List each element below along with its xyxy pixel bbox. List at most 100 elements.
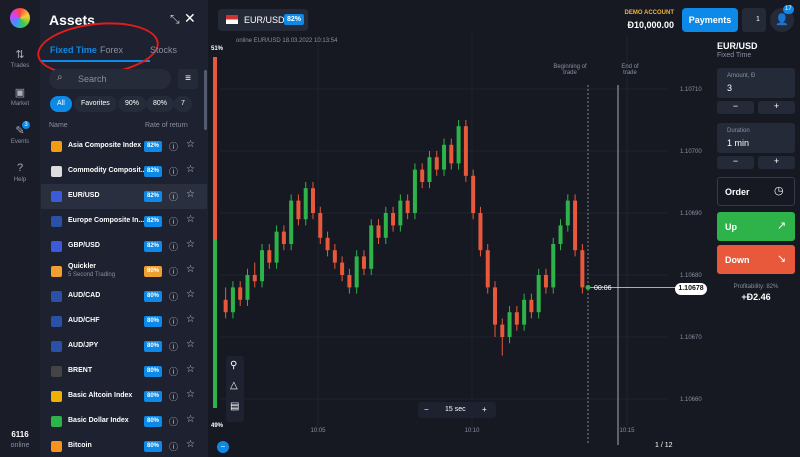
chart-info: online EUR/USD 18.03.2022 10:13:54 — [236, 38, 338, 44]
nav-label[interactable]: Market — [10, 101, 30, 107]
filter-chip[interactable]: 80% — [146, 96, 175, 112]
favorite-icon[interactable]: ☆ — [186, 189, 195, 200]
sort-button[interactable]: ≡ — [178, 69, 198, 89]
close-icon[interactable]: ✕ — [184, 10, 196, 26]
nav-icon[interactable]: ? — [16, 162, 24, 174]
amount-field[interactable]: Amount, Đ 3 — [717, 68, 795, 98]
asset-tab[interactable]: Forex — [100, 45, 124, 55]
info-icon[interactable]: ⓘ — [169, 392, 179, 402]
order-button[interactable]: Order ◷ — [717, 177, 795, 206]
up-button[interactable]: Up ↗ — [717, 212, 795, 241]
favorite-icon[interactable]: ☆ — [186, 339, 195, 350]
info-icon[interactable]: ⓘ — [169, 242, 179, 252]
asset-tab[interactable]: Fixed Time — [50, 45, 97, 55]
asset-row[interactable]: BRENT 80% ⓘ ☆ — [41, 359, 207, 384]
zoom-out[interactable]: − — [424, 405, 429, 414]
asset-row[interactable]: Asia Composite Index 82% ⓘ ☆ — [41, 134, 207, 159]
chart-type-tool[interactable]: ▤ — [230, 401, 240, 412]
asset-row[interactable]: Commodity Composit... 82% ⓘ ☆ — [41, 159, 207, 184]
asset-rate: 82% — [144, 141, 162, 152]
info-icon[interactable]: ⓘ — [169, 417, 179, 427]
asset-row[interactable]: Europe Composite In... 82% ⓘ ☆ — [41, 209, 207, 234]
search-box[interactable]: ⌕ Search — [49, 69, 171, 89]
favorite-icon[interactable]: ☆ — [186, 264, 195, 275]
up-label: Up — [725, 222, 737, 232]
nav-label[interactable]: Help — [13, 177, 27, 183]
amount-plus[interactable]: + — [758, 101, 795, 114]
asset-row[interactable]: GBP/USD 82% ⓘ ☆ — [41, 234, 207, 259]
asset-tab[interactable]: Stocks — [150, 45, 178, 55]
asset-row[interactable]: AUD/CHF 80% ⓘ ☆ — [41, 309, 207, 334]
indicator-tool[interactable]: ⚲ — [230, 360, 238, 371]
nav-label[interactable]: Trades — [10, 63, 30, 69]
asset-name: Europe Composite In... — [68, 217, 145, 224]
nav-icon[interactable]: ▣ — [14, 87, 26, 99]
asset-row[interactable]: Basic Altcoin Index 80% ⓘ ☆ — [41, 384, 207, 409]
favorite-icon[interactable]: ☆ — [186, 439, 195, 450]
asset-row[interactable]: AUD/CAD 80% ⓘ ☆ — [41, 284, 207, 309]
info-icon[interactable]: ⓘ — [169, 367, 179, 377]
favorite-icon[interactable]: ☆ — [186, 414, 195, 425]
info-icon[interactable]: ⓘ — [169, 192, 179, 202]
draw-tool[interactable]: △ — [230, 380, 238, 391]
candle-body — [493, 287, 497, 325]
info-icon[interactable]: ⓘ — [169, 267, 179, 277]
duration-minus[interactable]: − — [717, 156, 754, 169]
info-icon[interactable]: ⓘ — [169, 167, 179, 177]
candle-body — [514, 312, 519, 325]
asset-row[interactable]: Basic Dollar Index 80% ⓘ ☆ — [41, 409, 207, 434]
info-icon[interactable]: ⓘ — [169, 317, 179, 327]
filter-chip[interactable]: All — [50, 96, 72, 112]
down-button[interactable]: Down ↘ — [717, 245, 795, 274]
asset-rate: 80% — [144, 441, 162, 452]
filter-chip[interactable]: 90% — [118, 96, 147, 112]
favorite-icon[interactable]: ☆ — [186, 364, 195, 375]
candle-body — [340, 262, 345, 275]
favorite-icon[interactable]: ☆ — [186, 214, 195, 225]
logo[interactable] — [10, 8, 30, 28]
nav-label[interactable]: Events — [10, 139, 30, 145]
filter-chip[interactable]: 7 — [174, 96, 192, 112]
candle-body — [361, 256, 366, 269]
info-icon[interactable]: ⓘ — [169, 442, 179, 452]
favorite-icon[interactable]: ☆ — [186, 314, 195, 325]
candle-body — [303, 188, 308, 220]
pair-tab[interactable]: EUR/USD 82% — [218, 9, 308, 31]
column-rate: Rate of return — [145, 122, 188, 129]
info-icon[interactable]: ⓘ — [169, 217, 179, 227]
trades-button[interactable]: 1 — [742, 8, 766, 32]
payments-button[interactable]: Payments — [682, 8, 738, 32]
zoom-in[interactable]: + — [482, 405, 487, 414]
duration-field[interactable]: Duration 1 min — [717, 123, 795, 153]
collapse-icon[interactable]: ⤡ — [170, 12, 180, 26]
balance[interactable]: Đ10,000.00 — [627, 20, 674, 30]
chart-menu[interactable]: − — [217, 441, 229, 453]
asset-row[interactable]: EUR/USD 82% ⓘ ☆ — [41, 184, 207, 209]
online-count: 6116 — [11, 430, 29, 439]
amount-minus[interactable]: − — [717, 101, 754, 114]
duration-plus[interactable]: + — [758, 156, 795, 169]
favorite-icon[interactable]: ☆ — [186, 389, 195, 400]
nav-icon[interactable]: ⇅ — [15, 49, 25, 61]
favorite-icon[interactable]: ☆ — [186, 289, 195, 300]
filter-chip[interactable]: Favorites — [74, 96, 117, 112]
candle-body — [391, 213, 396, 226]
asset-icon — [51, 141, 62, 152]
candle-body — [223, 299, 228, 313]
nav-icon[interactable]: ✎ — [15, 125, 25, 137]
info-icon[interactable]: ⓘ — [169, 292, 179, 302]
favorite-icon[interactable]: ☆ — [186, 139, 195, 150]
candle-body — [471, 175, 476, 213]
asset-row[interactable]: AUD/JPY 80% ⓘ ☆ — [41, 334, 207, 359]
begin-label: Beginning of trade — [553, 64, 587, 76]
asset-row[interactable]: Quickler 5 Second Trading 80% ⓘ ☆ — [41, 259, 207, 284]
info-icon[interactable]: ⓘ — [169, 342, 179, 352]
favorite-icon[interactable]: ☆ — [186, 164, 195, 175]
info-icon[interactable]: ⓘ — [169, 142, 179, 152]
favorite-icon[interactable]: ☆ — [186, 239, 195, 250]
current-price: 1.10678 — [675, 283, 707, 295]
online-label: online — [10, 442, 30, 449]
duration-label: Duration — [727, 128, 750, 134]
asset-row[interactable]: Bitcoin 80% ⓘ ☆ — [41, 434, 207, 457]
zoom-level: 15 sec — [445, 406, 466, 413]
